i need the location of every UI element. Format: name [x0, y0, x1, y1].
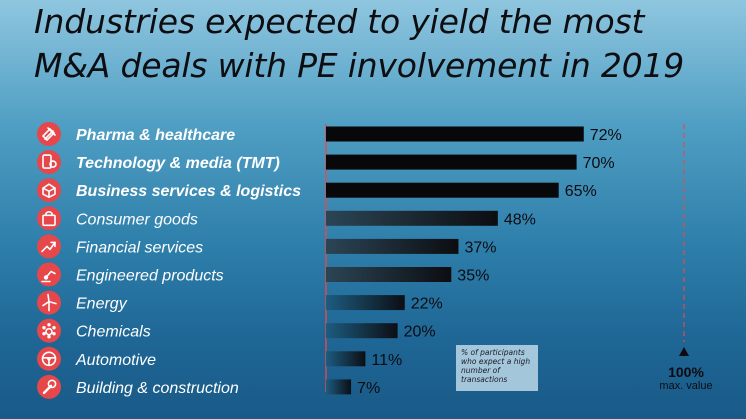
- bar: [326, 295, 405, 311]
- bar: [326, 351, 366, 367]
- value-label: 22%: [411, 296, 443, 313]
- robot-arm-icon: [37, 262, 61, 287]
- chart-title-line-2: M&A deals with PE involvement in 2019: [34, 46, 685, 85]
- value-label: 70%: [583, 155, 615, 172]
- max-value-marker: 100% max. value: [656, 364, 716, 392]
- bar: [326, 267, 452, 282]
- value-label: 11%: [371, 352, 402, 369]
- wind-turbine-icon: [37, 290, 61, 315]
- smartphone-gear-icon: [37, 150, 61, 175]
- category-label: Consumer goods: [76, 211, 198, 228]
- max-reference-arrow: [679, 347, 689, 356]
- category-label: Technology & media (TMT): [76, 155, 280, 172]
- bar: [326, 238, 459, 254]
- category-label: Engineered products: [76, 268, 224, 285]
- value-label: 72%: [590, 127, 622, 144]
- chart-title: Industries expected to yield the most M&…: [34, 0, 734, 88]
- category-labels: Pharma & healthcare Technology & media (T…: [75, 127, 301, 397]
- box-icon: [37, 178, 61, 203]
- bar: [326, 379, 352, 395]
- pill-bottle-icon: [37, 122, 61, 146]
- bar: [326, 210, 498, 226]
- value-label: 20%: [404, 324, 436, 341]
- max-value-label: 100%: [668, 364, 704, 380]
- category-label: Automotive: [75, 352, 156, 369]
- steering-wheel-icon: [37, 346, 61, 371]
- wrench-icon: [37, 374, 61, 399]
- value-label: 48%: [504, 211, 536, 228]
- trend-up-arrow-icon: [37, 234, 61, 259]
- bars-layer: [326, 126, 584, 395]
- category-label: Building & construction: [76, 380, 239, 397]
- legend-note: % of participants who expect a high numb…: [456, 345, 538, 391]
- chart-title-line-1: Industries expected to yield the most: [34, 2, 645, 41]
- category-label: Business services & logistics: [76, 183, 301, 200]
- value-label: 7%: [357, 380, 380, 397]
- category-label: Pharma & healthcare: [76, 127, 235, 144]
- category-label: Financial services: [76, 239, 203, 256]
- category-label: Chemicals: [76, 324, 151, 341]
- molecule-icon: [37, 318, 61, 343]
- bar: [326, 323, 398, 339]
- value-label: 35%: [457, 268, 489, 285]
- bar: [326, 182, 559, 198]
- icon-layer: [37, 122, 61, 399]
- value-labels: 72% 70% 65% 48% 37% 35% 22% 20%11% 7%: [357, 127, 622, 397]
- category-label: Energy: [76, 296, 128, 313]
- shopping-bag-icon: [37, 206, 61, 231]
- max-value-caption: max. value: [659, 380, 713, 392]
- bar: [326, 126, 584, 142]
- bar: [326, 154, 577, 170]
- value-label: 65%: [565, 183, 597, 200]
- value-label: 37%: [464, 239, 496, 256]
